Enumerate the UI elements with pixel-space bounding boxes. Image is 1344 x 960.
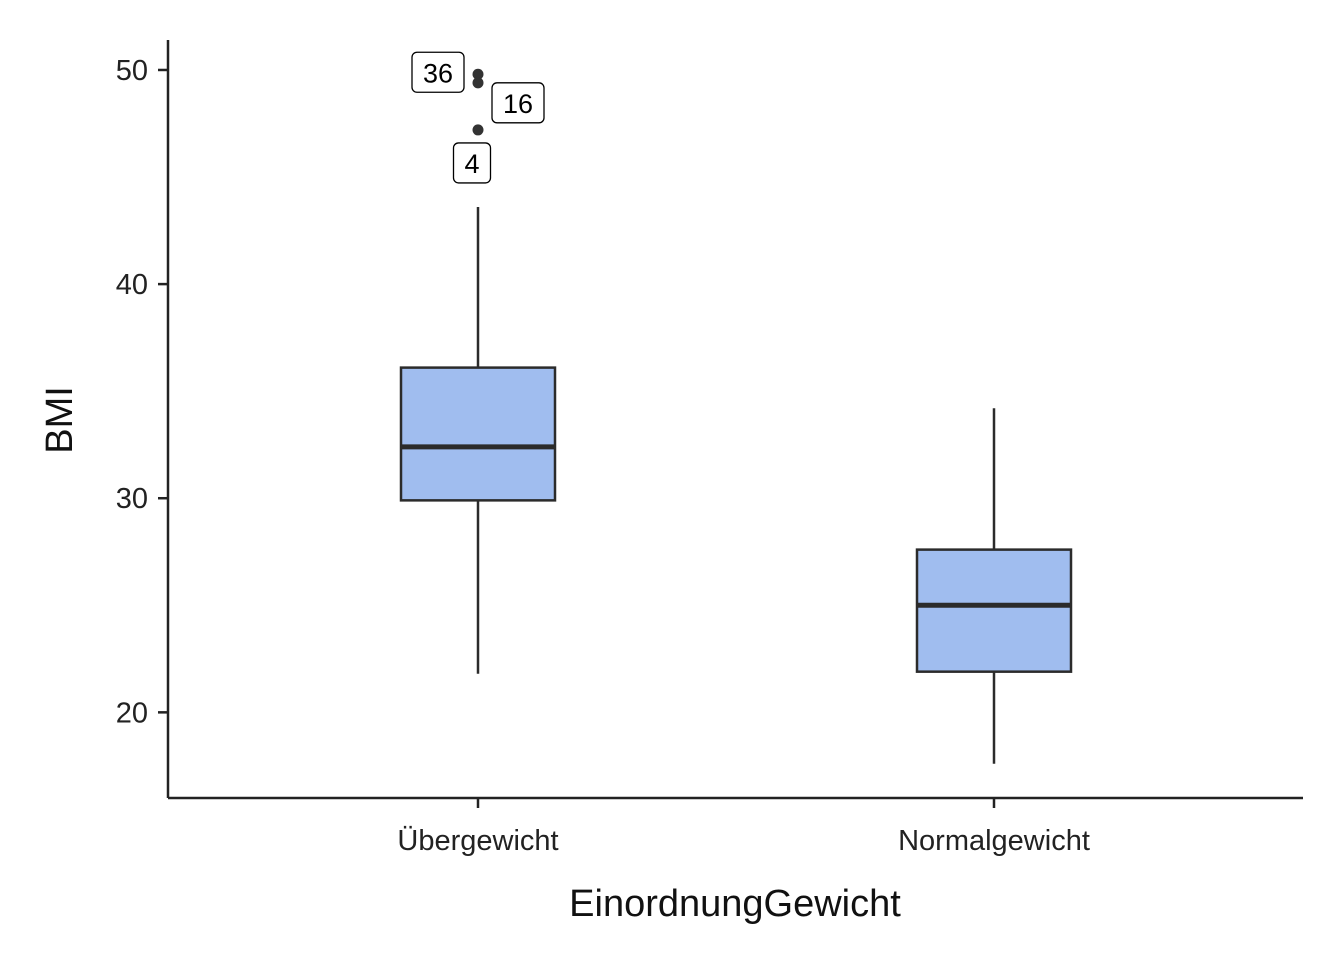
outlier-point <box>472 77 484 89</box>
outlier-point <box>472 124 484 136</box>
x-tick-label: Übergewicht <box>397 825 558 857</box>
outlier-label-4: 4 <box>452 142 492 184</box>
x-tick-label: Normalgewicht <box>898 825 1090 857</box>
y-tick-label: 30 <box>116 483 148 515</box>
outlier-label-36: 36 <box>411 51 465 93</box>
x-axis-title: EinordnungGewicht <box>569 883 901 925</box>
outlier-point <box>472 68 484 80</box>
outlier-label-box <box>452 142 492 184</box>
box-iqr <box>915 548 1073 673</box>
plot-area: 36 16 4 <box>399 51 1073 764</box>
y-tick-label: 50 <box>116 55 148 87</box>
outlier-label-text: 36 <box>423 58 453 88</box>
y-tick-label: 20 <box>116 697 148 729</box>
outlier-label-text: 16 <box>503 89 533 119</box>
y-axis-title: BMI <box>39 386 81 454</box>
outlier-label-16: 16 <box>491 82 545 124</box>
outlier-label-box <box>491 82 545 124</box>
box-group-normalgewicht <box>915 408 1073 764</box>
x-axis-ticks: Übergewicht Normalgewicht <box>397 798 1090 857</box>
outlier-label-text: 4 <box>464 149 479 179</box>
box-group-uebergewicht <box>399 68 557 674</box>
y-axis-ticks: 20 30 40 50 <box>116 55 168 729</box>
box-iqr <box>399 366 557 502</box>
outlier-label-box <box>411 51 465 93</box>
y-tick-label: 40 <box>116 269 148 301</box>
